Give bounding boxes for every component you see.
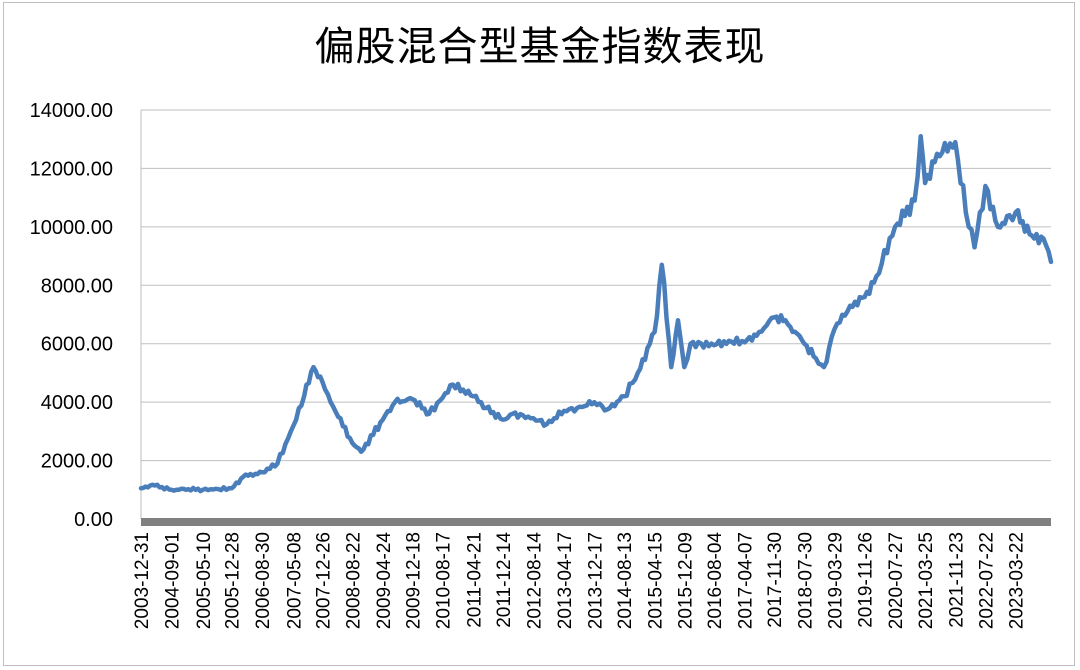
x-tick-label: 2019-03-29 <box>825 532 846 629</box>
x-axis <box>141 518 1051 526</box>
x-tick-label: 2004-09-01 <box>163 532 184 629</box>
x-tick-label: 2022-07-22 <box>976 532 997 629</box>
x-tick-label: 2014-08-13 <box>615 532 636 629</box>
series-layer <box>138 134 1054 494</box>
x-tick-label: 2008-08-22 <box>343 532 364 629</box>
grid-lines <box>140 109 1051 519</box>
x-tick-label: 2007-05-08 <box>284 532 305 629</box>
y-tick-label: 2000.00 <box>41 451 113 473</box>
x-tick-label: 2005-05-10 <box>194 532 215 629</box>
x-tick-label: 2011-12-14 <box>494 532 515 628</box>
y-tick-label: 12000.00 <box>30 158 113 180</box>
x-tick-label: 2019-11-26 <box>856 532 877 628</box>
x-tick-label: 2010-08-17 <box>434 532 455 629</box>
x-tick-label: 2013-04-17 <box>555 532 576 629</box>
x-axis-ticks: 2003-12-31 2004-09-01 2005-05-10 2005-12-28… <box>132 532 1028 630</box>
y-tick-label: 10000.00 <box>30 217 113 239</box>
x-tick-label: 2021-03-25 <box>916 532 937 629</box>
x-tick-label: 2017-11-30 <box>765 532 786 628</box>
chart-frame <box>3 2 1075 666</box>
x-tick-label: 2018-07-30 <box>795 532 816 629</box>
x-tick-label: 2005-12-28 <box>223 532 244 629</box>
x-tick-label: 2023-03-22 <box>1007 532 1028 629</box>
x-tick-label: 2021-11-23 <box>946 532 967 628</box>
x-tick-label: 2015-04-15 <box>646 532 667 629</box>
x-tick-label: 2006-08-30 <box>253 532 274 629</box>
series-line <box>138 134 1054 494</box>
x-tick-label: 2007-12-26 <box>313 532 334 629</box>
x-tick-label: 2003-12-31 <box>132 532 153 629</box>
x-tick-label: 2013-12-17 <box>585 532 606 629</box>
x-tick-label: 2012-08-14 <box>524 532 545 630</box>
x-tick-label: 2016-08-04 <box>705 532 726 630</box>
x-tick-label: 2017-04-07 <box>736 532 757 629</box>
x-tick-label: 2011-04-21 <box>464 532 485 628</box>
x-tick-label: 2009-12-18 <box>403 532 424 629</box>
y-tick-label: 8000.00 <box>41 275 113 297</box>
y-tick-label: 4000.00 <box>41 392 113 414</box>
x-tick-label: 2009-04-24 <box>374 532 395 630</box>
x-tick-label: 2015-12-09 <box>675 532 696 629</box>
x-axis-bar <box>141 518 1051 526</box>
x-tick-label: 2020-07-27 <box>886 532 907 629</box>
y-tick-label: 0.00 <box>74 509 113 531</box>
y-axis-ticks: 0.00 2000.00 4000.00 6000.00 8000.00 10000.00… <box>30 100 113 531</box>
y-tick-label: 6000.00 <box>41 334 113 356</box>
chart-title: 偏股混合型基金指数表现 <box>314 24 766 70</box>
y-tick-label: 14000.00 <box>30 100 113 122</box>
